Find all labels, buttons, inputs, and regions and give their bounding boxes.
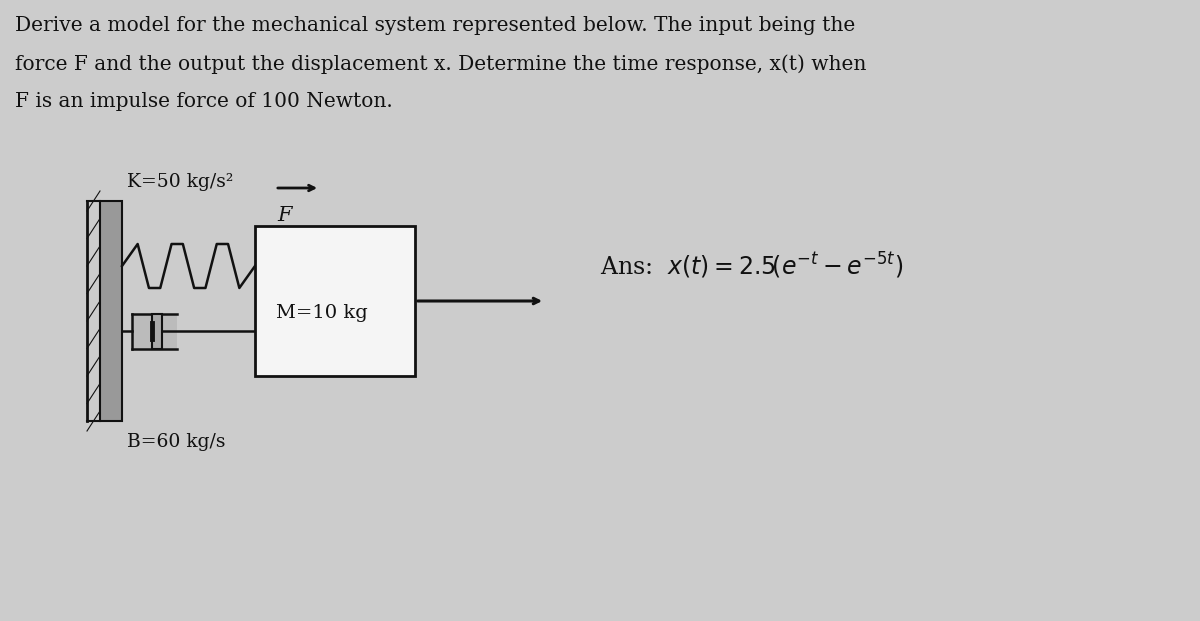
Text: Derive a model for the mechanical system represented below. The input being the: Derive a model for the mechanical system…: [14, 16, 856, 35]
Text: Ans:  $x(t) = 2.5\!\left(e^{-t} - e^{-5t}\right)$: Ans: $x(t) = 2.5\!\left(e^{-t} - e^{-5t}…: [600, 251, 904, 281]
Text: B=60 kg/s: B=60 kg/s: [127, 433, 226, 451]
Text: F: F: [277, 206, 292, 225]
Text: force F and the output the displacement x. Determine the time response, x(t) whe: force F and the output the displacement …: [14, 54, 866, 74]
Text: K=50 kg/s²: K=50 kg/s²: [127, 173, 233, 191]
Bar: [132, 314, 178, 348]
Bar: [100, 201, 122, 421]
Text: F is an impulse force of 100 Newton.: F is an impulse force of 100 Newton.: [14, 92, 392, 111]
Text: M=10 kg: M=10 kg: [276, 304, 368, 322]
Bar: [254, 226, 415, 376]
Bar: [151, 314, 162, 348]
